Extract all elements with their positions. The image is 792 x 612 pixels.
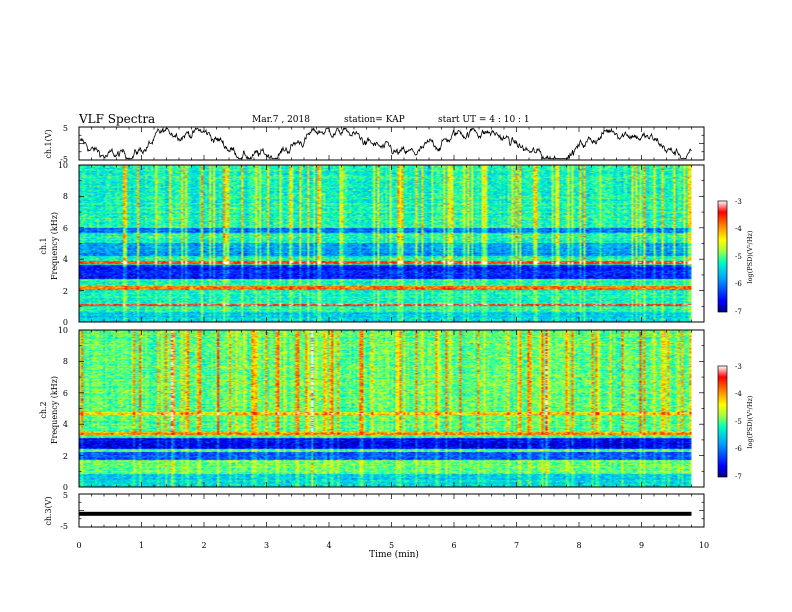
x-tick-label: 2 (201, 541, 206, 550)
ch2-cb-tick-m4: -4 (735, 390, 742, 398)
ch1-waveform-ylabel: ch.1(V) (44, 129, 53, 158)
ch2-colorbar: -3 -4 -5 -6 -7 log(PSD)(V²/Hz) (717, 363, 754, 481)
ch1-cb-tick-m7: -7 (735, 308, 742, 316)
ch1-ytick-bottom: -5 (60, 155, 68, 164)
ch1-waveform-line (79, 126, 692, 160)
ch2-spectrogram-panel: 0 2 4 6 8 10 ch.2 Frequency (kHz) (39, 326, 705, 492)
ch2-spec-ytick-0: 0 (63, 483, 68, 492)
ch2-spec-ytick-6: 6 (63, 389, 68, 398)
x-tick-label: 4 (326, 541, 331, 550)
ch1-spectrogram-ylabel-channel: ch.1 (39, 237, 48, 254)
x-tick-label: 7 (514, 541, 519, 550)
x-tick-label: 9 (639, 541, 644, 550)
ch1-waveform-panel: 5 -5 ch.1(V) (44, 124, 705, 164)
ch2-cb-tick-m7: -7 (735, 473, 742, 481)
ch2-spectrogram-ylabel-channel: ch.2 (39, 401, 48, 418)
ch1-spectrogram-yticks: 0 2 4 6 8 10 (58, 161, 68, 327)
ch1-spectrogram-panel: 0 2 4 6 8 10 ch.1 Frequency (kHz) (39, 161, 705, 327)
ch3-ytick-top: 5 (63, 491, 68, 500)
ch1-spec-ytick-10: 10 (58, 161, 68, 170)
ch2-spec-ytick-2: 2 (63, 452, 68, 461)
ch1-cb-tick-m5: -5 (735, 253, 742, 261)
ch3-waveform-line (79, 511, 692, 516)
ch2-spec-ytick-8: 8 (63, 357, 68, 366)
ch2-cb-tick-m3: -3 (735, 363, 742, 371)
ch3-waveform-ylabel: ch.3(V) (44, 496, 53, 525)
ch1-cb-tick-m4: -4 (735, 225, 742, 233)
ch2-spec-ytick-10: 10 (58, 326, 68, 335)
ch2-spectrogram-image (79, 330, 692, 487)
ch1-spectrogram-ylabel: Frequency (kHz) (50, 212, 59, 280)
ch1-ytick-top: 5 (63, 124, 68, 133)
ch1-cb-tick-m6: -6 (735, 280, 742, 288)
start-time-label: start UT = 4 : 10 : 1 (438, 115, 530, 125)
ch2-colorbar-label: log(PSD)(V²/Hz) (746, 395, 754, 448)
x-axis-tick-labels: 0 1 2 3 4 5 6 7 8 9 10 (76, 541, 709, 550)
ch1-colorbar: -3 -4 -5 -6 -7 log(PSD)(V²/Hz) (717, 198, 754, 316)
ch2-cb-tick-m6: -6 (735, 445, 742, 453)
ch2-spec-ytick-4: 4 (63, 420, 68, 429)
ch1-spec-ytick-2: 2 (63, 287, 68, 296)
ch3-waveform-panel: 5 -5 ch.3(V) (44, 491, 705, 531)
ch2-spectrogram-ylabel: Frequency (kHz) (50, 376, 59, 444)
x-tick-label: 5 (389, 541, 394, 550)
x-axis-title: Time (min) (369, 549, 419, 560)
ch3-ytick-bottom: -5 (60, 522, 68, 531)
ch1-spectrogram-image (79, 165, 692, 322)
ch1-spec-ytick-0: 0 (63, 318, 68, 327)
x-tick-label: 8 (576, 541, 581, 550)
x-tick-label: 0 (76, 541, 81, 550)
axis-tick-marks (78, 126, 705, 528)
ch1-cb-tick-m3: -3 (735, 198, 742, 206)
x-tick-label: 1 (139, 541, 144, 550)
x-tick-label: 10 (699, 541, 709, 550)
ch2-spectrogram-yticks: 0 2 4 6 8 10 (58, 326, 68, 492)
date-label: Mar.7 , 2018 (252, 115, 310, 125)
ch1-colorbar-scale (717, 200, 728, 313)
ch1-spec-ytick-6: 6 (63, 224, 68, 233)
ch2-cb-tick-m5: -5 (735, 418, 742, 426)
x-tick-label: 6 (451, 541, 456, 550)
station-label: station= KAP (344, 115, 405, 125)
ch1-spec-ytick-4: 4 (63, 255, 68, 264)
ch1-spec-ytick-8: 8 (63, 192, 68, 201)
x-tick-label: 3 (264, 541, 269, 550)
ch1-colorbar-label: log(PSD)(V²/Hz) (746, 230, 754, 283)
ch2-colorbar-scale (717, 365, 728, 478)
chart-title: VLF Spectra (78, 112, 155, 126)
